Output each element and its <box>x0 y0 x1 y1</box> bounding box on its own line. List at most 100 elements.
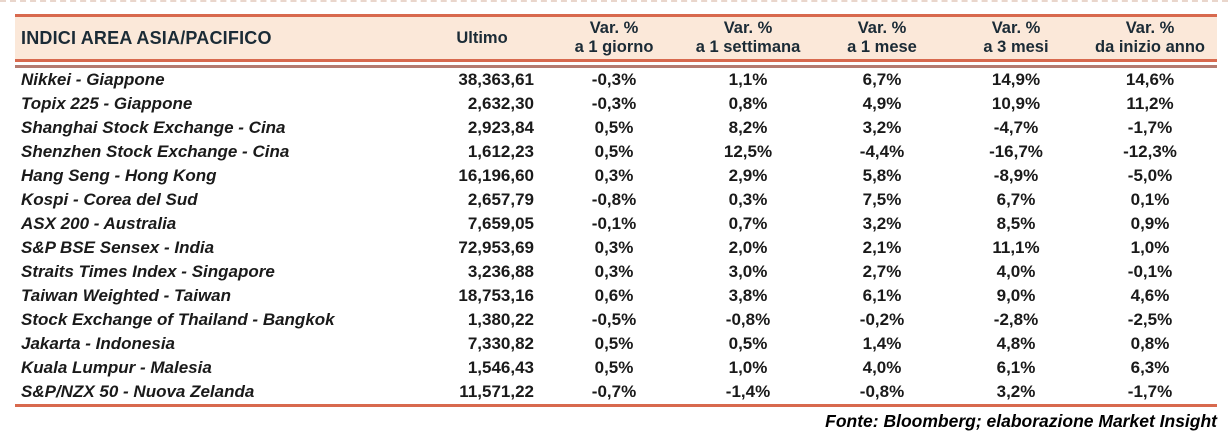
ultimo-value: 38,363,61 <box>458 70 534 89</box>
index-name: Kuala Lumpur - Malesia <box>21 358 212 377</box>
var-pct-label: Var. % <box>991 19 1041 37</box>
table-row: Shenzhen Stock Exchange - Cina 1,612,23 … <box>15 140 1217 164</box>
var-1-mese-value: 1,4% <box>862 334 902 353</box>
var-1-settimana-value: 2,0% <box>728 238 768 257</box>
var-da-inizio-anno-value: -2,5% <box>1127 310 1173 329</box>
header-secondary-rule <box>15 65 1217 68</box>
var-1-mese-value: 7,5% <box>862 190 902 209</box>
table-body: Nikkei - Giappone 38,363,61 -0,3% 1,1% 6… <box>15 68 1217 404</box>
page-top-dashed-rule <box>0 0 1228 2</box>
var-period-label: a 1 mese <box>847 38 917 56</box>
ultimo-value: 11,571,22 <box>459 382 534 401</box>
var-1-settimana-value: 0,5% <box>728 334 768 353</box>
var-1-mese-value: 2,7% <box>862 262 902 281</box>
var-period-label: da inizio anno <box>1095 38 1205 56</box>
ultimo-value: 3,236,88 <box>467 262 534 281</box>
column-header-ultimo: Ultimo <box>456 28 508 47</box>
var-1-settimana-value: 12,5% <box>723 142 773 161</box>
var-3-mesi-value: -8,9% <box>993 166 1039 185</box>
table-title: INDICI AREA ASIA/PACIFICO <box>21 27 272 48</box>
table-row: Shanghai Stock Exchange - Cina 2,923,84 … <box>15 116 1217 140</box>
ultimo-value: 1,546,43 <box>467 358 534 377</box>
index-name: S&P BSE Sensex - India <box>21 238 215 257</box>
column-header-var-1-settimana: Var. % a 1 settimana <box>681 19 815 57</box>
var-3-mesi-value: -4,7% <box>993 118 1039 137</box>
var-1-giorno-value: -0,5% <box>591 310 637 329</box>
var-1-giorno-value: 0,3% <box>594 262 634 281</box>
var-3-mesi-value: -2,8% <box>993 310 1039 329</box>
table-row: Kospi - Corea del Sud 2,657,79 -0,8% 0,3… <box>15 188 1217 212</box>
index-name: Stock Exchange of Thailand - Bangkok <box>21 310 335 329</box>
index-name: Jakarta - Indonesia <box>21 334 176 353</box>
ultimo-value: 2,632,30 <box>467 94 534 113</box>
var-pct-label: Var. % <box>857 19 907 37</box>
var-da-inizio-anno-value: 0,8% <box>1130 334 1170 353</box>
var-1-settimana-value: 0,8% <box>728 94 768 113</box>
var-da-inizio-anno-value: -0,1% <box>1127 262 1173 281</box>
var-da-inizio-anno-value: 11,2% <box>1126 94 1174 113</box>
table-row: Kuala Lumpur - Malesia 1,546,43 0,5% 1,0… <box>15 356 1217 380</box>
var-da-inizio-anno-value: 6,3% <box>1130 358 1170 377</box>
var-3-mesi-value: 4,0% <box>996 262 1036 281</box>
index-name: Kospi - Corea del Sud <box>21 190 198 209</box>
source-note: Fonte: Bloomberg; elaborazione Market In… <box>825 411 1217 431</box>
table-row: Nikkei - Giappone 38,363,61 -0,3% 1,1% 6… <box>15 68 1217 92</box>
index-name: Straits Times Index - Singapore <box>21 262 275 281</box>
table-row: Straits Times Index - Singapore 3,236,88… <box>15 260 1217 284</box>
table-bottom-rule <box>15 404 1217 407</box>
var-1-settimana-value: 0,7% <box>728 214 768 233</box>
var-da-inizio-anno-value: -1,7% <box>1127 382 1173 401</box>
var-1-mese-value: -4,4% <box>859 142 905 161</box>
var-da-inizio-anno-value: -5,0% <box>1127 166 1173 185</box>
table-row: Hang Seng - Hong Kong 16,196,60 0,3% 2,9… <box>15 164 1217 188</box>
var-3-mesi-value: 3,2% <box>996 382 1036 401</box>
var-3-mesi-value: 4,8% <box>996 334 1036 353</box>
ultimo-value: 16,196,60 <box>458 166 534 185</box>
var-da-inizio-anno-value: 14,6% <box>1125 70 1175 89</box>
var-period-label: a 3 mesi <box>983 38 1049 56</box>
index-name: Shanghai Stock Exchange - Cina <box>21 118 286 137</box>
var-3-mesi-value: 6,7% <box>996 190 1036 209</box>
var-pct-label: Var. % <box>1125 19 1175 37</box>
table-row: Taiwan Weighted - Taiwan 18,753,16 0,6% … <box>15 284 1217 308</box>
column-header-var-1-giorno: Var. % a 1 giorno <box>547 19 681 57</box>
ultimo-value: 1,612,23 <box>467 142 534 161</box>
var-1-settimana-value: 3,0% <box>728 262 768 281</box>
var-3-mesi-value: 14,9% <box>991 70 1041 89</box>
table-header-row: INDICI AREA ASIA/PACIFICO Ultimo Var. % … <box>15 14 1217 62</box>
ultimo-value: 1,380,22 <box>467 310 534 329</box>
table-row: Jakarta - Indonesia 7,330,82 0,5% 0,5% 1… <box>15 332 1217 356</box>
table-row: ASX 200 - Australia 7,659,05 -0,1% 0,7% … <box>15 212 1217 236</box>
asia-pacific-indices-table: INDICI AREA ASIA/PACIFICO Ultimo Var. % … <box>15 14 1217 407</box>
ultimo-value: 2,923,84 <box>467 118 534 137</box>
var-1-giorno-value: 0,3% <box>594 238 634 257</box>
var-1-giorno-value: -0,8% <box>591 190 637 209</box>
index-name: Hang Seng - Hong Kong <box>21 166 217 185</box>
ultimo-value: 72,953,69 <box>458 238 534 257</box>
var-1-mese-value: 5,8% <box>862 166 902 185</box>
var-1-mese-value: -0,8% <box>859 382 905 401</box>
var-1-mese-value: 2,1% <box>862 238 902 257</box>
var-3-mesi-value: 8,5% <box>996 214 1036 233</box>
var-1-mese-value: 4,0% <box>862 358 902 377</box>
var-da-inizio-anno-value: 4,6% <box>1130 286 1170 305</box>
var-3-mesi-value: 10,9% <box>991 94 1041 113</box>
var-1-mese-value: 3,2% <box>862 118 902 137</box>
table-row: S&P BSE Sensex - India 72,953,69 0,3% 2,… <box>15 236 1217 260</box>
var-1-settimana-value: 8,2% <box>728 118 768 137</box>
index-name: Shenzhen Stock Exchange - Cina <box>21 142 290 161</box>
ultimo-value: 7,659,05 <box>467 214 534 233</box>
var-1-giorno-value: 0,5% <box>594 334 634 353</box>
var-1-mese-value: 4,9% <box>862 94 902 113</box>
var-1-giorno-value: -0,7% <box>591 382 637 401</box>
var-1-giorno-value: 0,5% <box>594 358 634 377</box>
var-3-mesi-value: -16,7% <box>989 142 1043 161</box>
index-name: Topix 225 - Giappone <box>21 94 193 113</box>
table-row: S&P/NZX 50 - Nuova Zelanda 11,571,22 -0,… <box>15 380 1217 404</box>
var-3-mesi-value: 9,0% <box>996 286 1036 305</box>
index-name: Taiwan Weighted - Taiwan <box>21 286 232 305</box>
var-1-settimana-value: 1,1% <box>728 70 768 89</box>
var-pct-label: Var. % <box>723 19 773 37</box>
column-header-var-3-mesi: Var. % a 3 mesi <box>949 19 1083 57</box>
var-3-mesi-value: 6,1% <box>996 358 1036 377</box>
